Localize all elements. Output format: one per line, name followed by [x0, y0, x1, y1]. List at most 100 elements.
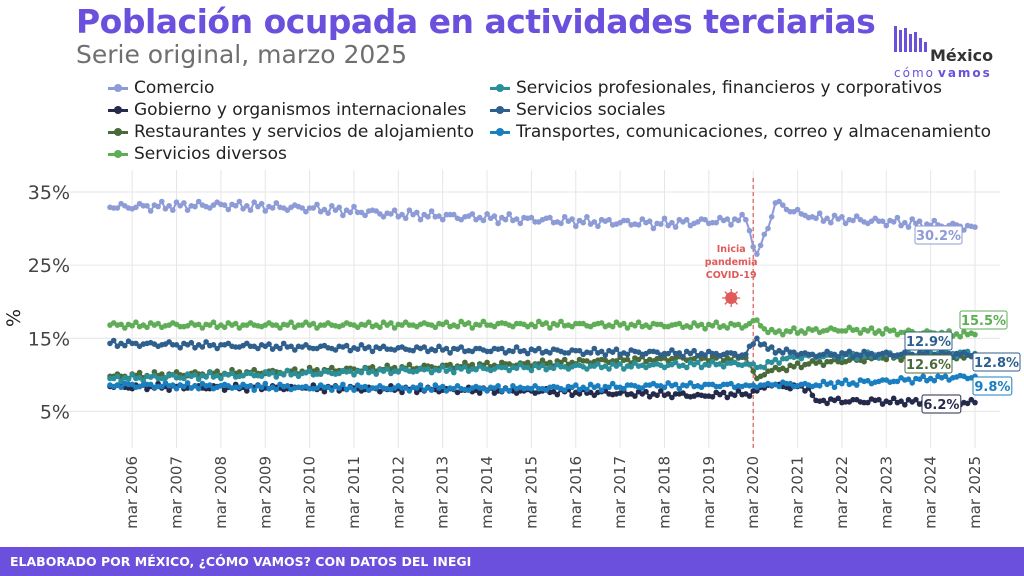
- series-point: [384, 366, 391, 372]
- virus-icon: [725, 292, 738, 304]
- series-point: [513, 216, 520, 222]
- series-point: [839, 380, 845, 387]
- series-point: [713, 219, 719, 226]
- x-tick-label: mar 2009: [256, 456, 274, 529]
- x-tick-label: mar 2016: [567, 456, 585, 529]
- series-point: [658, 221, 664, 227]
- series-point: [321, 388, 328, 395]
- series-point: [277, 345, 283, 352]
- series-point: [469, 361, 476, 368]
- series-point: [432, 347, 439, 354]
- series-point: [853, 382, 860, 388]
- series-point: [898, 398, 904, 404]
- series-point: [310, 205, 317, 211]
- series-point: [428, 208, 435, 214]
- series-point: [676, 385, 683, 392]
- series-point: [757, 242, 764, 249]
- series-point: [203, 374, 209, 380]
- series-point: [343, 342, 350, 349]
- series-point: [247, 383, 254, 389]
- series-point: [303, 342, 309, 348]
- series-point: [436, 343, 442, 350]
- series-point: [118, 384, 124, 391]
- series-point: [436, 213, 442, 219]
- series-point: [177, 345, 183, 351]
- series-point: [780, 202, 786, 208]
- series-point: [632, 393, 638, 399]
- series-point: [251, 366, 257, 373]
- x-tick-label: mar 2013: [434, 456, 452, 529]
- legend-swatch: [108, 81, 128, 95]
- series-point: [750, 341, 756, 347]
- series-point: [972, 399, 978, 406]
- series-point: [746, 227, 753, 234]
- series-point: [816, 210, 823, 216]
- series-point: [683, 216, 690, 223]
- logo: México cómo vamos: [890, 24, 1010, 84]
- series-point: [506, 388, 512, 394]
- series-point: [155, 320, 161, 327]
- series-point: [166, 203, 172, 209]
- y-tick-label: 15%: [28, 328, 70, 350]
- series-point: [502, 216, 509, 223]
- series-point: [181, 383, 187, 390]
- series-point: [632, 323, 638, 329]
- series-point: [159, 371, 165, 377]
- x-tick-label: mar 2021: [789, 456, 807, 529]
- series-point: [188, 339, 195, 346]
- series-point: [768, 344, 775, 350]
- series-point: [340, 212, 346, 219]
- series-point: [170, 207, 176, 213]
- series-point: [336, 385, 343, 391]
- legend-item-6: Transportes, comunicaciones, correo y al…: [490, 122, 991, 142]
- series-point: [972, 331, 978, 338]
- series-point: [369, 348, 376, 355]
- series-point: [957, 334, 963, 340]
- legend: Comercio Gobierno y organismos internacio…: [108, 78, 1008, 170]
- x-tick-label: mar 2007: [168, 456, 186, 529]
- series-point: [750, 368, 756, 374]
- series-point: [439, 364, 446, 370]
- series-point: [920, 373, 926, 380]
- series-point: [894, 378, 901, 385]
- annotation-text: pandemia: [705, 257, 758, 268]
- series-point: [476, 322, 483, 328]
- series-point: [447, 361, 453, 368]
- series-point: [839, 214, 845, 220]
- series-point: [861, 348, 867, 355]
- series-point: [824, 348, 830, 355]
- series-point: [643, 388, 649, 395]
- series-point: [184, 380, 191, 386]
- logo-text-como: cómo: [894, 66, 935, 80]
- series-point: [388, 211, 394, 217]
- series-point: [166, 387, 172, 393]
- series-point: [609, 323, 616, 330]
- end-label: 12.9%: [906, 335, 951, 350]
- line-chart: 5% 15% 25% 35% mar 2006 mar 2007 mar 2008 mar 2…: [3, 170, 1021, 529]
- series-point: [902, 219, 908, 226]
- series-point: [539, 357, 546, 363]
- series-point: [122, 325, 128, 331]
- series-point: [358, 209, 365, 216]
- series-point: [768, 214, 775, 220]
- series-point: [573, 382, 579, 388]
- end-label-box: [972, 352, 1021, 372]
- series-point: [351, 372, 357, 378]
- series-point: [273, 386, 280, 393]
- legend-item-1: Gobierno y organismos internacionales: [108, 100, 466, 120]
- series-point: [325, 210, 331, 216]
- bar-bars-icon: [894, 26, 927, 52]
- series-point: [731, 350, 738, 357]
- series-point: [661, 215, 668, 222]
- series-point: [794, 206, 801, 213]
- series-point: [798, 355, 805, 362]
- series-point: [750, 244, 756, 250]
- series-point: [495, 383, 501, 389]
- series-point: [207, 382, 213, 388]
- series-point: [595, 223, 601, 230]
- series-point: [495, 220, 501, 227]
- series-point: [303, 208, 309, 215]
- series-point: [347, 209, 354, 216]
- series-point: [406, 207, 413, 213]
- chart-subtitle: Serie original, marzo 2025: [76, 40, 408, 69]
